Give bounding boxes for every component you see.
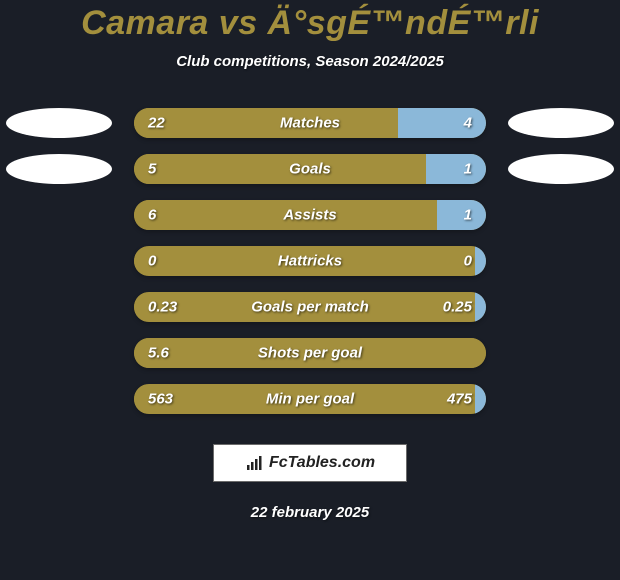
- ellipse-spacer: [508, 200, 614, 230]
- bar-segment-right: [475, 384, 486, 414]
- bar-segment-left: [134, 246, 145, 276]
- player-right-avatar: [508, 154, 614, 184]
- stat-row: 563 Min per goal 475: [6, 384, 614, 414]
- stats-rows: 22 Matches 4 5 Goals 1 6 Assists 1 0 Hattricks 0 0.2…: [6, 108, 614, 430]
- stat-bar: 5.6 Shots per goal: [134, 338, 486, 368]
- page-title: Camara vs Ä°sgÉ™ndÉ™rli: [81, 4, 539, 43]
- ellipse-spacer: [508, 384, 614, 414]
- bar-segment-right: [398, 108, 486, 138]
- player-left-avatar: [6, 154, 112, 184]
- date-text: 22 february 2025: [251, 504, 369, 521]
- ellipse-spacer: [6, 384, 112, 414]
- stat-bar: 563 Min per goal 475: [134, 384, 486, 414]
- bar-segment-right: [475, 246, 486, 276]
- bar-segment-right: [475, 292, 486, 322]
- stat-row: 22 Matches 4: [6, 108, 614, 138]
- player-left-avatar: [6, 108, 112, 138]
- stat-bar: 6 Assists 1: [134, 200, 486, 230]
- stat-row: 6 Assists 1: [6, 200, 614, 230]
- bar-segment-right: [426, 154, 486, 184]
- stat-value-left: 0: [148, 253, 156, 270]
- ellipse-spacer: [6, 200, 112, 230]
- chart-icon: [245, 454, 263, 472]
- stat-row: 5 Goals 1: [6, 154, 614, 184]
- stat-label: Matches: [280, 115, 340, 132]
- stat-value-left: 5: [148, 161, 156, 178]
- stat-value-left: 6: [148, 207, 156, 224]
- bar-segment-left: [134, 292, 145, 322]
- ellipse-spacer: [6, 292, 112, 322]
- page-subtitle: Club competitions, Season 2024/2025: [176, 53, 444, 70]
- stat-value-right: 1: [464, 161, 472, 178]
- ellipse-spacer: [6, 246, 112, 276]
- stat-label: Min per goal: [266, 391, 354, 408]
- stat-value-right: 0.25: [443, 299, 472, 316]
- ellipse-spacer: [508, 246, 614, 276]
- stat-label: Goals: [289, 161, 331, 178]
- logo-box: FcTables.com: [213, 444, 407, 482]
- bar-segment-right: [437, 200, 486, 230]
- stat-bar: 0.23 Goals per match 0.25: [134, 292, 486, 322]
- bar-segment-left: [134, 384, 145, 414]
- player-right-avatar: [508, 108, 614, 138]
- stat-value-left: 563: [148, 391, 173, 408]
- ellipse-spacer: [6, 338, 112, 368]
- stats-container: Camara vs Ä°sgÉ™ndÉ™rli Club competition…: [0, 0, 620, 580]
- ellipse-spacer: [508, 338, 614, 368]
- stat-label: Shots per goal: [258, 345, 362, 362]
- stat-label: Assists: [283, 207, 336, 224]
- stat-value-right: 1: [464, 207, 472, 224]
- stat-row: 0.23 Goals per match 0.25: [6, 292, 614, 322]
- stat-value-left: 0.23: [148, 299, 177, 316]
- stat-bar: 5 Goals 1: [134, 154, 486, 184]
- ellipse-spacer: [508, 292, 614, 322]
- stat-row: 5.6 Shots per goal: [6, 338, 614, 368]
- stat-value-right: 0: [464, 253, 472, 270]
- stat-row: 0 Hattricks 0: [6, 246, 614, 276]
- bar-segment-left: [134, 108, 398, 138]
- stat-value-right: 4: [464, 115, 472, 132]
- logo-text: FcTables.com: [269, 454, 375, 472]
- stat-value-left: 5.6: [148, 345, 169, 362]
- stat-bar: 22 Matches 4: [134, 108, 486, 138]
- bar-segment-left: [134, 154, 426, 184]
- stat-bar: 0 Hattricks 0: [134, 246, 486, 276]
- stat-label: Hattricks: [278, 253, 342, 270]
- stat-value-right: 475: [447, 391, 472, 408]
- stat-label: Goals per match: [251, 299, 369, 316]
- stat-value-left: 22: [148, 115, 165, 132]
